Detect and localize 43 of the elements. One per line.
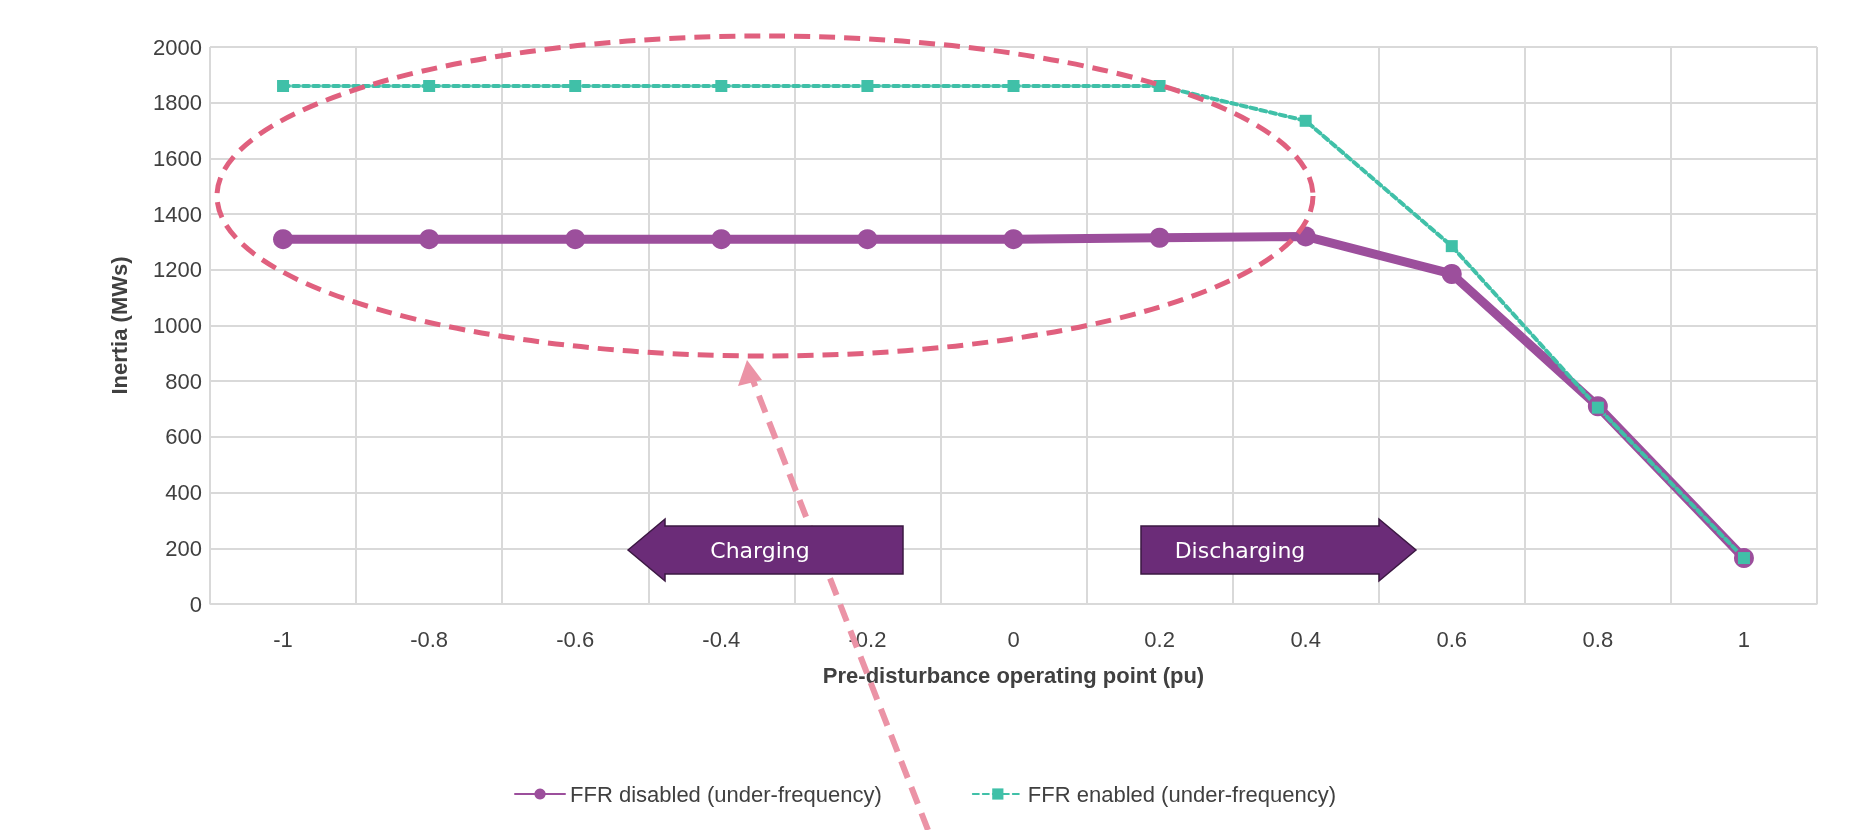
- y-axis-title: Inertia (MWs): [106, 256, 132, 395]
- legend-label: FFR enabled (under-frequency): [1027, 781, 1336, 807]
- point: [1003, 229, 1024, 250]
- annotation: Discharging: [1174, 538, 1306, 563]
- point: [273, 229, 294, 250]
- point: [277, 79, 290, 92]
- y-tick-label: 1800: [153, 90, 202, 116]
- point: [1299, 114, 1312, 127]
- y-tick-label: 200: [165, 535, 202, 561]
- y-tick-label: 2000: [153, 34, 202, 60]
- x-tick-label: 0.2: [1144, 626, 1175, 652]
- x-tick-label: 1: [1737, 626, 1751, 652]
- x-tick-label: -1: [273, 626, 293, 652]
- point: [423, 79, 436, 92]
- point: [715, 79, 728, 92]
- y-tick-label: 400: [165, 480, 202, 506]
- point: [1445, 240, 1458, 253]
- x-tick-label: -0.8: [410, 626, 449, 652]
- point: [1441, 263, 1462, 284]
- point: [569, 79, 582, 92]
- x-tick-label: 0: [1007, 626, 1020, 652]
- point: [1007, 79, 1020, 92]
- y-tick-label: 600: [165, 424, 202, 450]
- x-tick-label: 0.4: [1290, 626, 1321, 652]
- y-tick-label: 1600: [153, 145, 202, 171]
- legend-label: FFR disabled (under-frequency): [570, 781, 882, 807]
- point: [565, 229, 586, 250]
- point: [1149, 227, 1170, 248]
- y-tick-label: 800: [165, 368, 202, 394]
- y-tick-label: 1400: [153, 201, 202, 227]
- point: [711, 229, 732, 250]
- y-tick-label: 0: [189, 591, 202, 617]
- x-tick-label: -0.6: [556, 626, 595, 652]
- x-axis-title: Pre-disturbance operating point (pu): [822, 662, 1205, 688]
- point: [857, 229, 878, 250]
- annotation: Charging: [710, 538, 810, 563]
- point: [419, 229, 440, 250]
- x-tick-label: -0.4: [702, 626, 741, 652]
- x-tick-label: 0.8: [1582, 626, 1614, 652]
- y-tick-label: 1000: [153, 313, 202, 338]
- x-tick-label: 0.6: [1436, 626, 1468, 652]
- y-tick-label: 1200: [153, 257, 202, 283]
- point: [861, 79, 874, 92]
